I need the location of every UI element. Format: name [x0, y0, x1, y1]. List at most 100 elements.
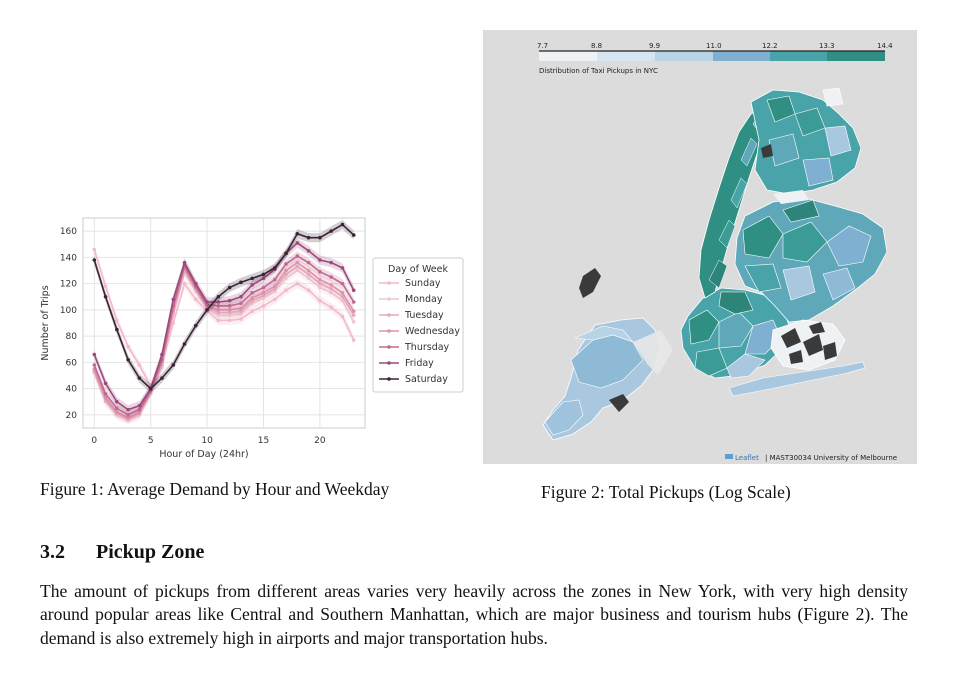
- data-point: [351, 338, 356, 342]
- data-point: [272, 277, 277, 282]
- y-tick-label: 140: [60, 253, 77, 263]
- data-point: [239, 280, 243, 285]
- missing-zone: [609, 394, 629, 412]
- legend-entry: Friday: [405, 358, 434, 369]
- data-point: [239, 301, 243, 306]
- data-point: [126, 415, 130, 420]
- data-point: [103, 396, 108, 400]
- data-point: [340, 266, 345, 270]
- series-line: [93, 269, 355, 422]
- legend-marker: [387, 281, 391, 285]
- leaflet-attribution-link[interactable]: Leaflet: [735, 454, 759, 462]
- legend-swatch: [655, 51, 713, 61]
- data-point: [216, 308, 221, 312]
- legend-swatch: [539, 51, 597, 61]
- x-tick-label: 10: [201, 436, 213, 446]
- data-point: [272, 297, 277, 302]
- map-attribution: | MAST30034 University of Melbourne: [765, 454, 897, 462]
- data-point: [351, 300, 356, 304]
- series-line: [93, 255, 355, 416]
- y-tick-label: 20: [66, 411, 78, 421]
- data-point: [160, 376, 164, 380]
- data-point: [216, 313, 221, 317]
- legend-entry: Monday: [405, 294, 443, 305]
- data-point: [137, 363, 142, 367]
- data-point: [329, 275, 333, 279]
- data-point: [318, 298, 322, 303]
- data-point: [182, 342, 187, 346]
- data-point: [284, 288, 288, 292]
- data-point: [272, 289, 277, 294]
- data-point: [351, 309, 356, 313]
- data-point: [194, 323, 198, 328]
- x-tick-label: 5: [148, 436, 154, 446]
- data-point: [351, 233, 356, 237]
- data-point: [318, 281, 322, 286]
- section-body-paragraph: The amount of pickups from different are…: [40, 581, 908, 648]
- data-point: [216, 310, 221, 315]
- data-point: [216, 304, 221, 308]
- data-point: [216, 300, 221, 304]
- data-point: [194, 297, 198, 302]
- data-point: [137, 403, 142, 408]
- data-point: [261, 272, 266, 277]
- data-point: [306, 288, 311, 292]
- data-point: [115, 399, 119, 404]
- series-line: [93, 265, 355, 420]
- y-tick-label: 160: [60, 227, 77, 237]
- data-point: [205, 302, 209, 307]
- legend-marker: [387, 361, 391, 365]
- data-point: [115, 318, 119, 323]
- legend-entry: Sunday: [405, 278, 441, 289]
- data-point: [261, 293, 266, 298]
- legend-swatch: [597, 51, 655, 61]
- legend-marker: [387, 377, 391, 381]
- data-point: [284, 268, 288, 273]
- figure-2-caption: Figure 2: Total Pickups (Log Scale): [541, 482, 791, 502]
- data-point: [227, 310, 232, 315]
- data-point: [329, 229, 333, 233]
- leaflet-flag-icon: [725, 454, 733, 459]
- data-point: [137, 407, 142, 412]
- data-point: [216, 294, 221, 299]
- data-point: [227, 298, 232, 303]
- data-point: [239, 312, 243, 316]
- x-tick-label: 15: [258, 436, 269, 446]
- data-point: [171, 297, 176, 302]
- section-title: Pickup Zone: [96, 541, 205, 563]
- data-point: [306, 235, 311, 240]
- data-point: [284, 276, 288, 281]
- data-point: [115, 410, 119, 415]
- data-point: [205, 308, 209, 312]
- data-point: [126, 413, 130, 417]
- data-point: [329, 291, 333, 295]
- figure-1: 0 5 10 15 20 20 40 60 80 100 120 140 160 Hour of Day …: [36, 212, 472, 467]
- legend-marker: [387, 297, 391, 301]
- map-color-legend: 7.7 8.8 9.9 11.0 12.2 13.3 14.4 Distribu…: [537, 42, 893, 75]
- data-point: [295, 260, 300, 265]
- data-point: [182, 281, 187, 286]
- data-point: [306, 268, 311, 273]
- y-tick-label: 120: [60, 280, 77, 290]
- data-point: [351, 288, 356, 292]
- data-point: [216, 318, 221, 323]
- data-point: [295, 231, 300, 236]
- y-axis-label: Number of Trips: [40, 285, 51, 360]
- data-point: [272, 284, 277, 289]
- data-point: [340, 314, 345, 319]
- data-point: [250, 309, 254, 313]
- legend-tick-label: 14.4: [877, 42, 893, 50]
- data-point: [284, 251, 288, 256]
- legend-entry: Wednesday: [405, 326, 460, 337]
- legend-tick-label: 7.7: [537, 42, 548, 50]
- data-point: [295, 281, 300, 286]
- data-point: [137, 376, 142, 380]
- series-line: [93, 261, 355, 419]
- data-point: [318, 270, 322, 274]
- data-point: [351, 313, 356, 317]
- section-heading: 3.2 Pickup Zone: [40, 541, 204, 564]
- data-point: [318, 258, 322, 262]
- data-point: [306, 249, 311, 253]
- data-point: [284, 262, 288, 266]
- data-point: [295, 241, 300, 245]
